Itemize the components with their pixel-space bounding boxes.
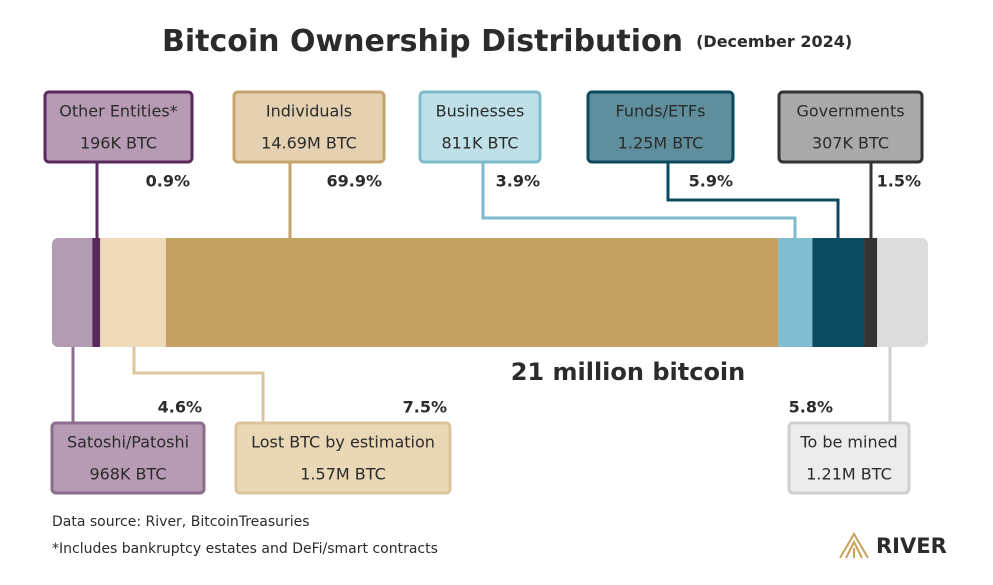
value-label: 7.5% xyxy=(403,398,447,417)
callout-amount: 14.69M BTC xyxy=(261,134,357,153)
bar-label: 21 million bitcoin xyxy=(511,358,746,386)
value-label: 5.8% xyxy=(789,398,833,417)
callout-amount: 196K BTC xyxy=(80,134,157,153)
callout-name: Individuals xyxy=(266,102,352,121)
bar-segment xyxy=(92,238,101,347)
bar-segment xyxy=(877,238,928,347)
value-label: 0.9% xyxy=(146,172,190,191)
bar-segment xyxy=(812,238,865,347)
brand: RIVER xyxy=(876,534,947,558)
chart-title: Bitcoin Ownership Distribution xyxy=(162,24,683,59)
callout-box xyxy=(232,90,386,164)
connectors xyxy=(71,162,892,423)
bar-segment xyxy=(52,238,93,347)
connector xyxy=(666,162,840,238)
title-line: Bitcoin Ownership Distribution (December… xyxy=(162,24,852,59)
callout-name: Businesses xyxy=(436,102,525,121)
connector xyxy=(132,347,265,423)
callout-name: Satoshi/Patoshi xyxy=(67,433,189,452)
callout-box xyxy=(418,90,542,164)
callout-amount: 811K BTC xyxy=(441,134,518,153)
callouts: Satoshi/Patoshi 968K BTC 4.6% Other Entitie… xyxy=(43,90,924,495)
callout-box xyxy=(777,90,924,164)
callout-box xyxy=(234,421,452,495)
callout-box xyxy=(43,90,194,164)
value-label: 69.9% xyxy=(326,172,382,191)
callout-amount: 1.57M BTC xyxy=(300,465,386,484)
brand-logo: RIVER xyxy=(839,532,947,559)
callout-box xyxy=(50,421,206,495)
connector xyxy=(481,162,797,238)
callout-amount: 968K BTC xyxy=(89,465,166,484)
value-label: 1.5% xyxy=(877,172,921,191)
callout-box xyxy=(787,421,911,495)
callout-amount: 1.25M BTC xyxy=(618,134,704,153)
chart-subtitle: (December 2024) xyxy=(696,32,852,51)
note: *Includes bankruptcy estates and DeFi/sm… xyxy=(52,541,438,557)
callout-name: To be mined xyxy=(799,433,897,452)
note: Data source: River, BitcoinTreasuries xyxy=(52,514,310,530)
bar-segment xyxy=(100,238,166,347)
bar-segment xyxy=(864,238,878,347)
callout-name: Lost BTC by estimation xyxy=(251,433,435,452)
callout-box xyxy=(586,90,735,164)
bar xyxy=(52,238,928,347)
value-label: 5.9% xyxy=(689,172,733,191)
callout-name: Governments xyxy=(796,102,904,121)
callout-amount: 307K BTC xyxy=(812,134,889,153)
bar-segment xyxy=(778,238,813,347)
callout-amount: 1.21M BTC xyxy=(806,465,892,484)
callout-name: Funds/ETFs xyxy=(616,102,706,121)
value-label: 3.9% xyxy=(496,172,540,191)
value-label: 4.6% xyxy=(158,398,202,417)
callout-name: Other Entities* xyxy=(59,102,177,121)
bar-segment xyxy=(165,238,779,347)
